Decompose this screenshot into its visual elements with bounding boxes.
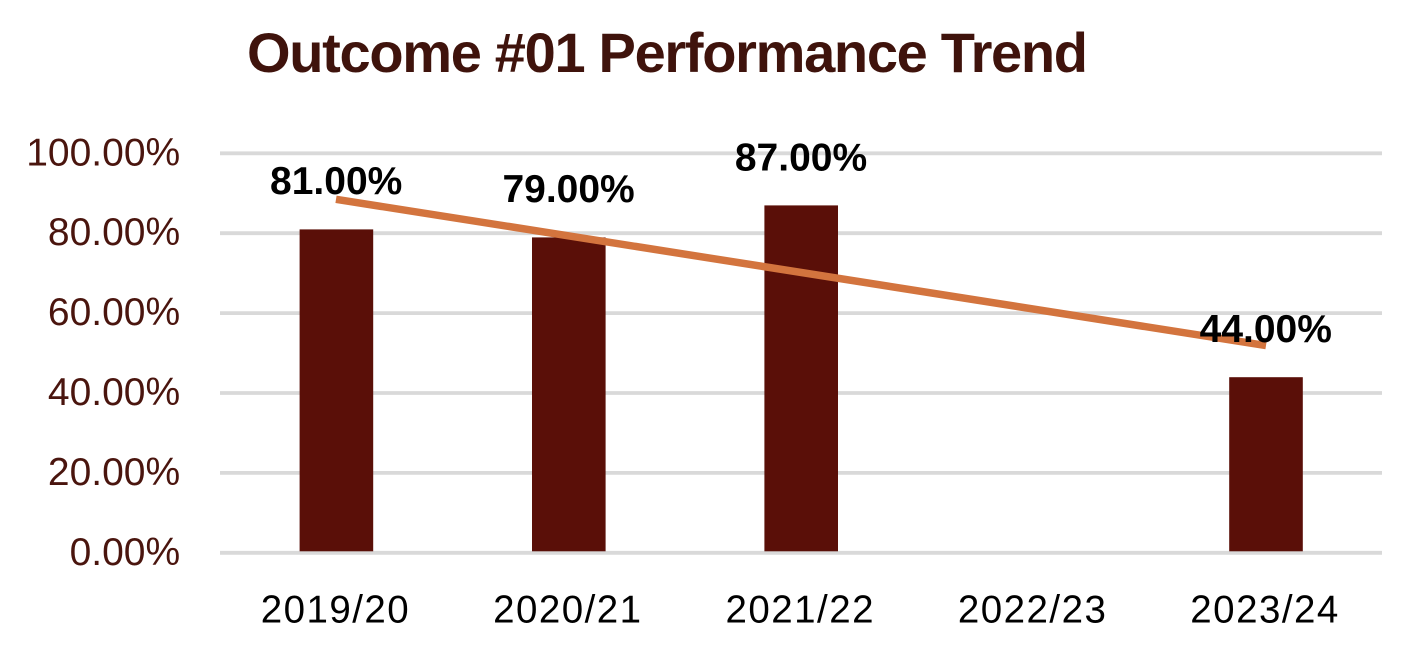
- svg-text:40.00%: 40.00%: [48, 371, 180, 414]
- svg-text:100.00%: 100.00%: [26, 131, 180, 174]
- svg-text:44.00%: 44.00%: [1200, 308, 1332, 351]
- svg-text:60.00%: 60.00%: [48, 291, 180, 334]
- svg-text:20.00%: 20.00%: [48, 451, 180, 494]
- svg-text:0.00%: 0.00%: [70, 531, 181, 574]
- svg-text:87.00%: 87.00%: [735, 136, 867, 179]
- svg-text:Outcome #01 Performance Trend: Outcome #01 Performance Trend: [247, 21, 1088, 84]
- svg-text:2019/20: 2019/20: [261, 588, 409, 631]
- svg-text:2023/24: 2023/24: [1190, 588, 1338, 631]
- svg-text:2021/22: 2021/22: [726, 588, 874, 631]
- svg-text:79.00%: 79.00%: [502, 168, 634, 211]
- svg-text:81.00%: 81.00%: [270, 160, 402, 203]
- svg-text:80.00%: 80.00%: [48, 211, 180, 254]
- svg-text:2020/21: 2020/21: [493, 588, 641, 631]
- svg-text:2022/23: 2022/23: [958, 588, 1106, 631]
